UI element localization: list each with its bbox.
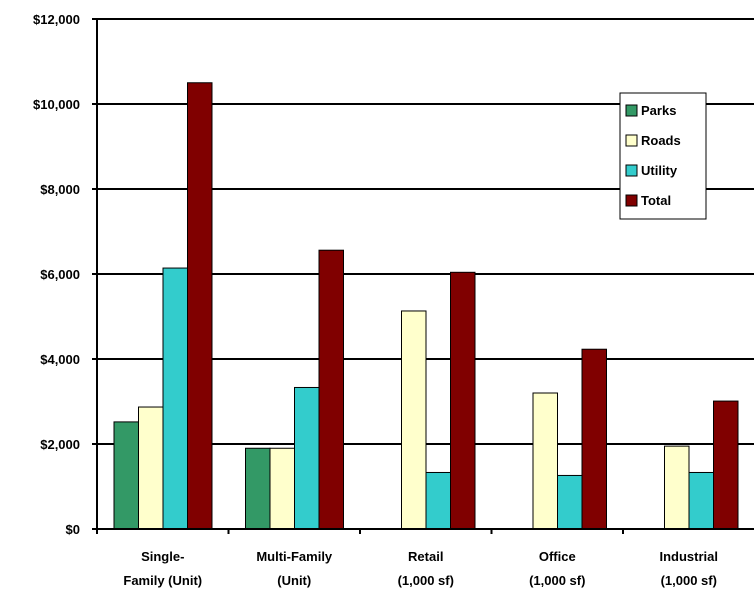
bars (113, 82, 739, 530)
legend-swatch-utility (625, 164, 638, 177)
x-tick-label: Single- (141, 549, 184, 564)
axes (92, 18, 754, 534)
x-tick-label: (1,000 sf) (661, 573, 717, 588)
x-tick-label: Industrial (659, 549, 718, 564)
bar-roads (138, 406, 164, 530)
y-tick-label: $12,000 (33, 12, 80, 27)
y-tick-label: $0 (66, 522, 80, 537)
legend-label: Roads (641, 133, 681, 148)
bar-utility (294, 386, 320, 530)
bar-roads (269, 447, 295, 530)
y-tick-label: $10,000 (33, 97, 80, 112)
x-tick-label: (Unit) (277, 573, 311, 588)
x-tick-label: Retail (408, 549, 443, 564)
x-tick-label: Multi-Family (256, 549, 333, 564)
bar-roads (401, 310, 427, 530)
y-tick-label: $2,000 (40, 437, 80, 452)
bar-total (187, 82, 213, 530)
legend-label: Parks (641, 103, 676, 118)
legend-swatch-parks (625, 104, 638, 117)
y-tick-label: $4,000 (40, 352, 80, 367)
bar-total (318, 249, 344, 530)
bar-parks (113, 421, 139, 530)
x-tick-label: (1,000 sf) (398, 573, 454, 588)
x-tick-label: Family (Unit) (123, 573, 202, 588)
bar-utility (425, 471, 451, 530)
legend-swatch-total (625, 194, 638, 207)
x-tick-label: (1,000 sf) (529, 573, 585, 588)
bar-total (450, 271, 476, 530)
x-axis-tick-labels: Single- Family (Unit) Multi-Family (Unit) Re… (123, 549, 718, 588)
bar-total (581, 348, 607, 530)
legend-swatch-roads (625, 134, 638, 147)
bar-utility (688, 471, 714, 530)
y-tick-label: $8,000 (40, 182, 80, 197)
bar-utility (557, 474, 583, 530)
bar-total (713, 400, 739, 530)
y-tick-label: $6,000 (40, 267, 80, 282)
bar-parks (245, 447, 271, 530)
bar-roads (664, 445, 690, 530)
legend-label: Total (641, 193, 671, 208)
x-tick-label: Office (539, 549, 576, 564)
legend: Parks Roads Utility Total (619, 92, 707, 220)
bar-roads (532, 392, 558, 530)
bar-utility (162, 267, 188, 530)
y-axis-tick-labels: $0 $2,000 $4,000 $6,000 $8,000 $10,000 $12,000 (33, 12, 80, 537)
legend-label: Utility (641, 163, 678, 178)
